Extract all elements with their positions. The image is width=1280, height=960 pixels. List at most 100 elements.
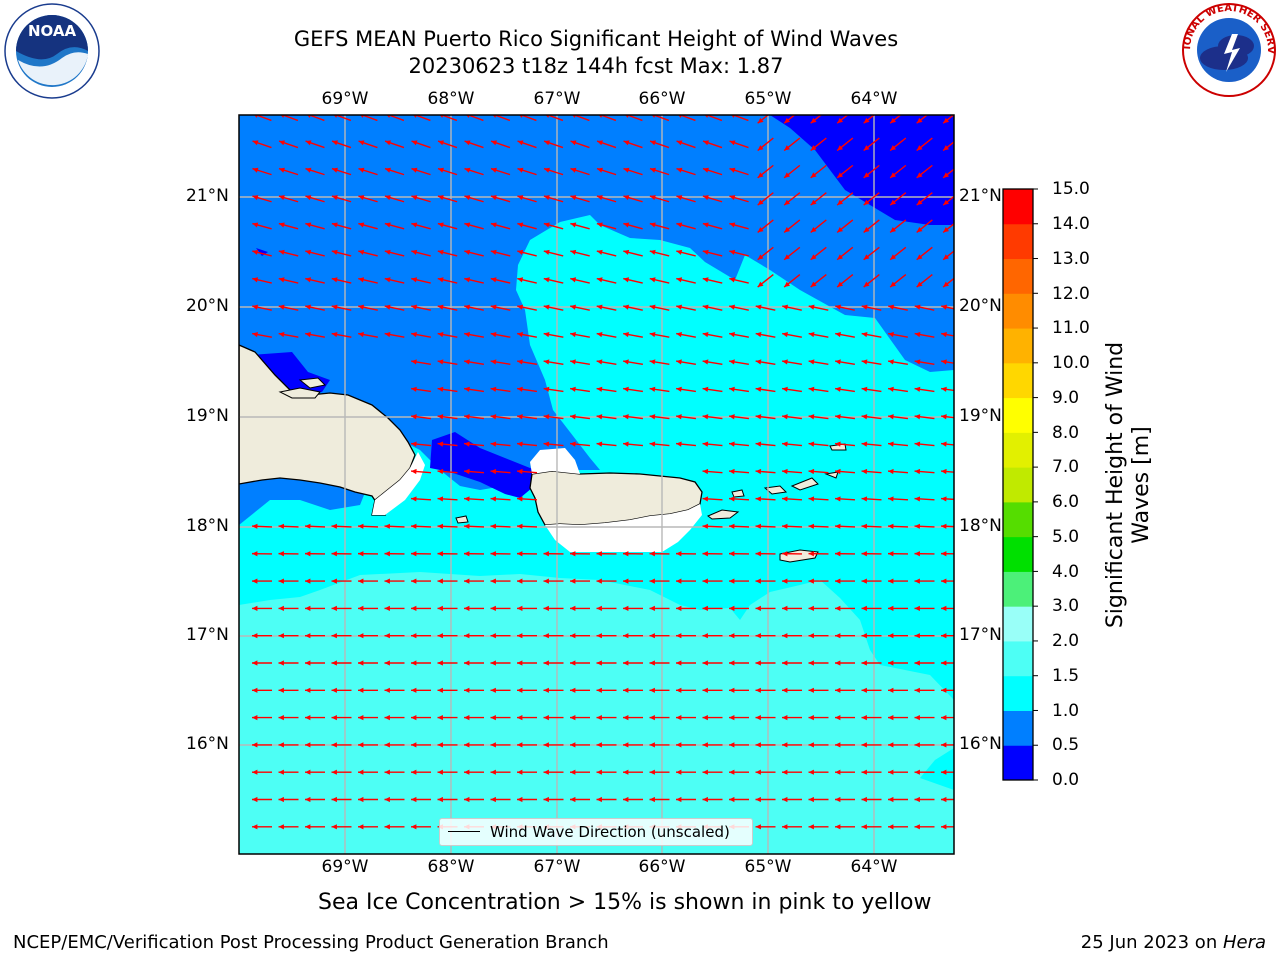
- wave-direction-arrowhead: [623, 359, 629, 365]
- wave-direction-arrowhead: [888, 496, 894, 502]
- wave-direction-arrowhead: [941, 742, 947, 748]
- wave-direction-arrowhead: [941, 386, 947, 392]
- wave-direction-arrowhead: [784, 117, 791, 124]
- wave-direction-arrowhead: [411, 714, 417, 721]
- wave-direction-arrowhead: [543, 414, 550, 420]
- wave-direction-arrowhead: [358, 331, 364, 338]
- wave-direction-arrowhead: [384, 551, 390, 557]
- wave-direction-arrowhead: [755, 304, 762, 310]
- wave-direction-arrowhead: [252, 742, 258, 748]
- wave-direction-arrowhead: [755, 796, 761, 803]
- wave-direction-arrowhead: [810, 227, 817, 233]
- wave-direction-arrowhead: [941, 551, 947, 557]
- nws-logo: NATIONAL WEATHER SERVICE: [1180, 2, 1276, 97]
- wave-direction-arrowhead: [305, 578, 311, 584]
- wave-direction-arrowhead: [810, 199, 817, 206]
- wave-direction-arrowhead: [941, 496, 947, 502]
- wave-direction-arrowhead: [916, 172, 923, 178]
- wave-direction-arrowhead: [676, 386, 682, 392]
- wave-direction-arrowhead: [941, 660, 947, 666]
- wave-direction-arrowhead: [782, 660, 788, 666]
- wave-direction-arrowhead: [649, 222, 656, 228]
- wave-direction-arrowhead: [861, 359, 868, 365]
- wave-direction-arrowhead: [437, 714, 443, 721]
- wave-direction-arrowhead: [808, 714, 814, 721]
- wave-direction-arrowhead: [464, 578, 470, 584]
- wave-direction-arrowhead: [835, 414, 841, 420]
- wave-direction-arrowhead: [543, 660, 549, 666]
- colorbar-bin: [1003, 223, 1033, 260]
- wave-direction-arrowhead: [437, 359, 444, 365]
- lon-label-bottom: 69°W: [321, 857, 369, 877]
- wave-direction-arrowhead: [835, 578, 841, 584]
- wave-direction-arrowhead: [649, 687, 655, 693]
- wave-direction-arrowhead: [861, 551, 867, 557]
- wave-direction-arrowhead: [914, 687, 920, 693]
- wave-direction-arrowhead: [782, 331, 788, 338]
- wave-direction-arrowhead: [464, 304, 471, 310]
- wave-direction-arrowhead: [305, 551, 311, 557]
- wave-direction-arrowhead: [755, 551, 761, 557]
- wave-direction-arrowhead: [729, 578, 735, 584]
- wave-direction-arrowhead: [411, 222, 418, 228]
- wave-direction-arrowhead: [596, 578, 602, 584]
- wave-direction-arrowhead: [252, 551, 258, 557]
- wave-direction-arrowhead: [888, 441, 894, 447]
- wave-direction-arrowhead: [252, 167, 259, 173]
- wave-direction-arrowhead: [676, 140, 683, 146]
- wave-direction-arrowhead: [702, 304, 709, 310]
- wave-direction-arrowhead: [623, 578, 629, 584]
- wave-direction-arrowhead: [729, 140, 736, 146]
- wave-direction-arrowhead: [384, 195, 391, 201]
- wave-direction-arrowhead: [702, 578, 708, 584]
- wave-direction-arrowhead: [649, 714, 655, 721]
- wave-direction-arrowhead: [464, 222, 471, 228]
- wave-direction-arrowhead: [570, 578, 576, 584]
- wave-direction-arrowhead: [570, 796, 576, 803]
- wave-direction-arrowhead: [543, 714, 549, 721]
- wave-direction-arrowhead: [702, 441, 709, 447]
- wave-field-1_5-2m: [239, 572, 954, 854]
- wave-direction-arrowhead: [384, 687, 390, 693]
- wave-direction-arrowhead: [517, 742, 523, 748]
- wave-direction-arrowhead: [596, 222, 603, 228]
- wave-direction-arrowhead: [358, 796, 364, 803]
- wave-direction-arrowhead: [835, 331, 841, 338]
- wave-direction-arrowhead: [358, 551, 364, 557]
- wave-direction-arrowhead: [808, 633, 814, 639]
- wave-direction-arrowhead: [543, 687, 549, 693]
- wave-direction-arrowhead: [729, 742, 735, 748]
- colorbar: [1003, 188, 1038, 781]
- wave-direction-arrowhead: [464, 277, 471, 283]
- wave-direction-arrowhead: [331, 769, 337, 775]
- wave-direction-arrowhead: [464, 633, 470, 639]
- wave-direction-arrowhead: [570, 605, 576, 612]
- wave-direction-arrowhead: [941, 414, 947, 420]
- wave-direction-arrowhead: [755, 769, 761, 775]
- wave-direction-arrow: [625, 115, 643, 122]
- wave-direction-arrowhead: [490, 578, 496, 584]
- wave-direction-arrowhead: [384, 167, 391, 173]
- wave-direction-arrowhead: [757, 227, 764, 233]
- wave-direction-arrowhead: [543, 277, 550, 283]
- lat-label-left: 21°N: [186, 186, 229, 206]
- colorbar-tick: 10.0: [1052, 353, 1090, 373]
- wave-direction-arrowhead: [810, 145, 817, 151]
- lon-label-top: 65°W: [744, 89, 792, 109]
- wave-direction-arrowhead: [490, 249, 497, 255]
- wave-direction-arrowhead: [278, 249, 285, 255]
- wave-direction-arrowhead: [755, 605, 761, 612]
- wave-direction-arrowhead: [837, 172, 844, 178]
- wave-direction-arrowhead: [437, 304, 444, 310]
- wave-direction-arrowhead: [914, 359, 921, 365]
- wave-direction-arrowhead: [331, 824, 337, 830]
- wave-direction-arrow: [439, 115, 458, 122]
- wave-direction-arrowhead: [305, 660, 311, 666]
- colorbar-bin: [1003, 362, 1033, 399]
- wave-direction-arrowhead: [914, 660, 920, 666]
- colorbar-tick: 15.0: [1052, 179, 1090, 199]
- wave-direction-arrowhead: [888, 386, 894, 392]
- colorbar-bin: [1003, 328, 1033, 364]
- wave-direction-arrowhead: [676, 277, 683, 283]
- wave-direction-arrowhead: [437, 633, 443, 639]
